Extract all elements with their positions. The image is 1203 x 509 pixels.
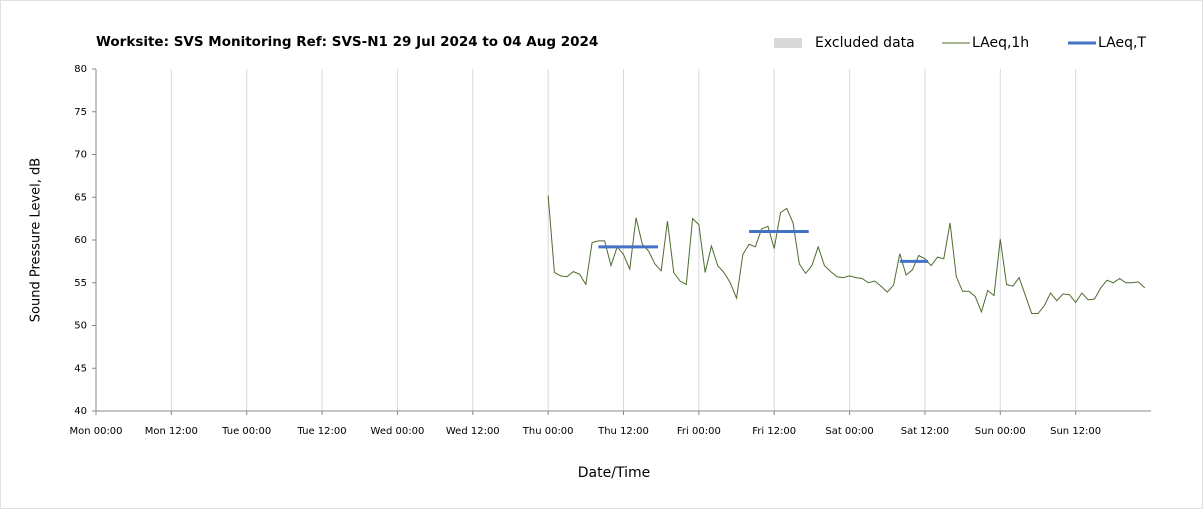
x-tick-label: Tue 00:00 xyxy=(221,426,271,437)
y-tick-label: 65 xyxy=(74,192,87,203)
legend-label: Excluded data xyxy=(815,35,915,51)
x-tick-label: Sat 12:00 xyxy=(901,426,949,437)
y-tick-label: 75 xyxy=(74,107,87,118)
x-tick-label: Tue 12:00 xyxy=(297,426,347,437)
y-tick-label: 40 xyxy=(74,406,87,417)
x-tick-label: Thu 00:00 xyxy=(522,426,574,437)
y-tick-label: 55 xyxy=(74,278,87,289)
y-tick-label: 70 xyxy=(74,150,87,161)
x-tick-label: Sat 00:00 xyxy=(825,426,873,437)
y-axis-label: Sound Pressure Level, dB xyxy=(29,158,44,322)
legend-label: LAeq,1h xyxy=(972,35,1029,51)
x-tick-label: Fri 00:00 xyxy=(677,426,721,437)
x-tick-label: Sun 12:00 xyxy=(1050,426,1101,437)
x-tick-label: Mon 12:00 xyxy=(145,426,198,437)
legend-swatch xyxy=(774,38,802,48)
x-tick-label: Thu 12:00 xyxy=(597,426,649,437)
series-line xyxy=(547,195,1146,315)
y-tick-label: 45 xyxy=(74,363,87,374)
y-tick-label: 80 xyxy=(74,64,87,75)
x-axis-label: Date/Time xyxy=(578,465,650,481)
legend-label: LAeq,T xyxy=(1098,35,1146,51)
x-tick-label: Fri 12:00 xyxy=(752,426,796,437)
x-tick-label: Mon 00:00 xyxy=(69,426,122,437)
y-tick-label: 60 xyxy=(74,235,87,246)
y-tick-label: 50 xyxy=(74,321,87,332)
chart-title: Worksite: SVS Monitoring Ref: SVS-N1 29 … xyxy=(96,34,598,50)
x-tick-label: Sun 00:00 xyxy=(975,426,1026,437)
series-line xyxy=(598,229,929,263)
x-tick-label: Wed 00:00 xyxy=(371,426,425,437)
x-tick-label: Wed 12:00 xyxy=(446,426,500,437)
